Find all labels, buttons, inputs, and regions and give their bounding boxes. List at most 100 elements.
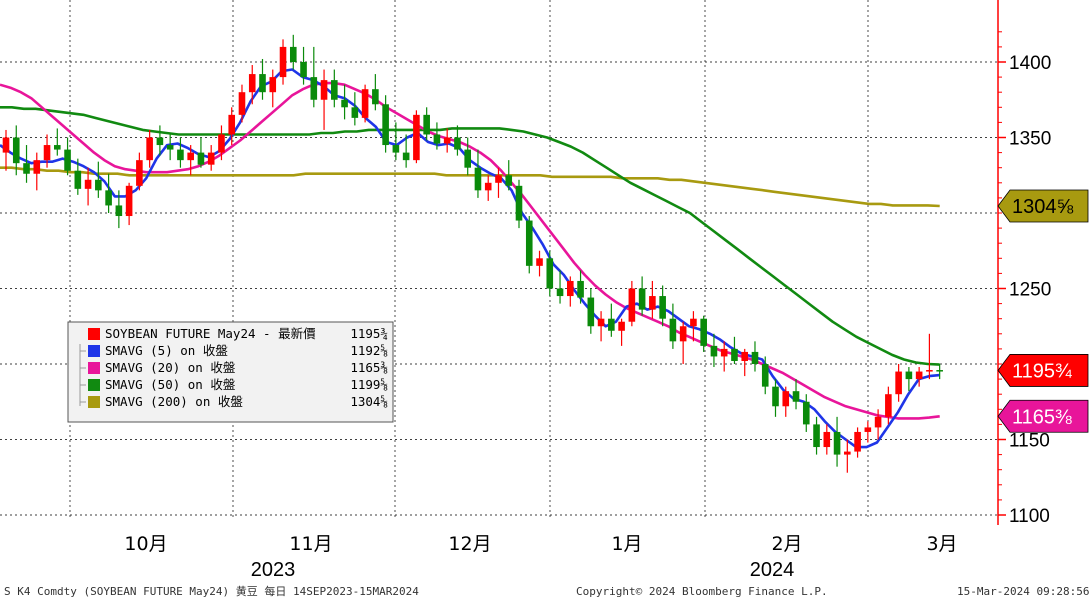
legend-item: SMAVG (20) on 收盤 1165⅜ <box>80 360 388 375</box>
candle <box>864 421 872 443</box>
candle-body <box>700 318 707 346</box>
candle <box>23 145 30 183</box>
candle <box>731 336 738 364</box>
candle <box>95 161 102 198</box>
candle <box>269 69 277 108</box>
candle-body <box>187 152 194 161</box>
candle-body <box>156 137 164 146</box>
candle-body <box>731 348 738 361</box>
candle-body <box>669 318 677 342</box>
legend-item: SMAVG (200) on 收盤 1304⅝ <box>80 394 388 409</box>
candle <box>74 158 82 195</box>
candle <box>761 356 769 395</box>
candle-body <box>218 134 225 153</box>
x-axis-ticks: 10月 11月 12月 1月 2月 3月 2023 2024 <box>124 533 957 581</box>
candle-body <box>248 74 256 93</box>
legend-item: SMAVG (50) on 收盤 1199⅝ <box>80 377 388 392</box>
candle <box>187 145 194 176</box>
candle-body <box>12 137 20 164</box>
candle <box>690 311 697 342</box>
candle <box>402 134 410 168</box>
legend-label: SMAVG (200) on 收盤 <box>105 394 243 409</box>
chart-grid <box>0 0 998 520</box>
candle <box>454 125 461 156</box>
candle-body <box>802 401 810 425</box>
candle-body <box>95 179 102 191</box>
candle-body <box>618 321 625 331</box>
candle <box>833 416 841 467</box>
x-year-label: 2024 <box>750 559 795 581</box>
candle-body <box>864 427 872 432</box>
candle-body <box>638 288 646 310</box>
candle-body <box>136 160 143 186</box>
legend-item: SMAVG (5) on 收盤 1192⅝ <box>80 343 388 358</box>
candle-body <box>115 205 123 217</box>
candles <box>2 34 943 473</box>
candle <box>751 341 759 372</box>
candle-body <box>310 77 318 100</box>
price-tags: 1304⅝ 1195¾ 1165⅜ <box>997 189 1089 433</box>
candle <box>720 341 728 372</box>
x-tick-label: 11月 <box>289 533 332 555</box>
x-tick-label: 2月 <box>771 533 802 555</box>
candle-body <box>372 89 379 105</box>
candle-body <box>505 175 513 186</box>
candle <box>228 107 236 146</box>
candle <box>638 276 646 316</box>
candle <box>259 58 266 100</box>
candle-body <box>33 160 41 174</box>
sma-200-line <box>0 166 940 208</box>
candle-body <box>854 431 861 452</box>
candle <box>649 280 656 319</box>
candle <box>207 145 215 171</box>
candle-body <box>515 185 523 221</box>
candle-body <box>228 114 236 135</box>
candle <box>823 424 831 455</box>
candle-body <box>761 364 769 387</box>
legend-value: 1304⅝ <box>350 394 388 409</box>
x-tick-label: 10月 <box>124 533 167 555</box>
candle <box>679 321 687 364</box>
candle-body <box>885 394 892 417</box>
candle-body <box>474 167 482 191</box>
candle <box>618 318 625 346</box>
candle-body <box>844 451 851 455</box>
candle-body <box>105 190 112 206</box>
candle <box>382 95 389 153</box>
candle-body <box>484 182 492 191</box>
candle-body <box>690 318 697 327</box>
candle <box>33 152 41 191</box>
candle <box>505 160 513 191</box>
y-tick-label: 1150 <box>1009 431 1050 452</box>
candle <box>331 69 338 108</box>
candle-body <box>433 134 441 144</box>
candle-body <box>238 92 246 115</box>
candle-body <box>166 145 174 150</box>
y-tick-label: 1350 <box>1009 129 1051 150</box>
candle-body <box>125 185 133 217</box>
candle <box>341 84 348 120</box>
candle <box>854 427 861 458</box>
candle <box>125 182 133 226</box>
candle-body <box>823 431 831 448</box>
candle-body <box>341 99 348 108</box>
candle <box>310 46 318 108</box>
candle <box>915 367 923 387</box>
candle <box>474 149 482 198</box>
price-tag-label: 1165⅜ <box>1012 406 1072 428</box>
legend-value: 1195¾ <box>350 326 388 341</box>
candle-body <box>546 258 554 289</box>
candle-body <box>567 280 574 297</box>
candle <box>289 34 297 70</box>
candle <box>536 250 543 277</box>
candle-body <box>905 371 913 380</box>
candle-body <box>782 391 790 407</box>
candle <box>12 125 20 176</box>
candle-body <box>679 326 687 342</box>
candle <box>741 348 749 377</box>
candle <box>782 386 790 417</box>
candle <box>926 333 933 380</box>
candle <box>43 134 51 168</box>
legend-swatch <box>88 345 100 357</box>
candle-body <box>597 318 605 327</box>
